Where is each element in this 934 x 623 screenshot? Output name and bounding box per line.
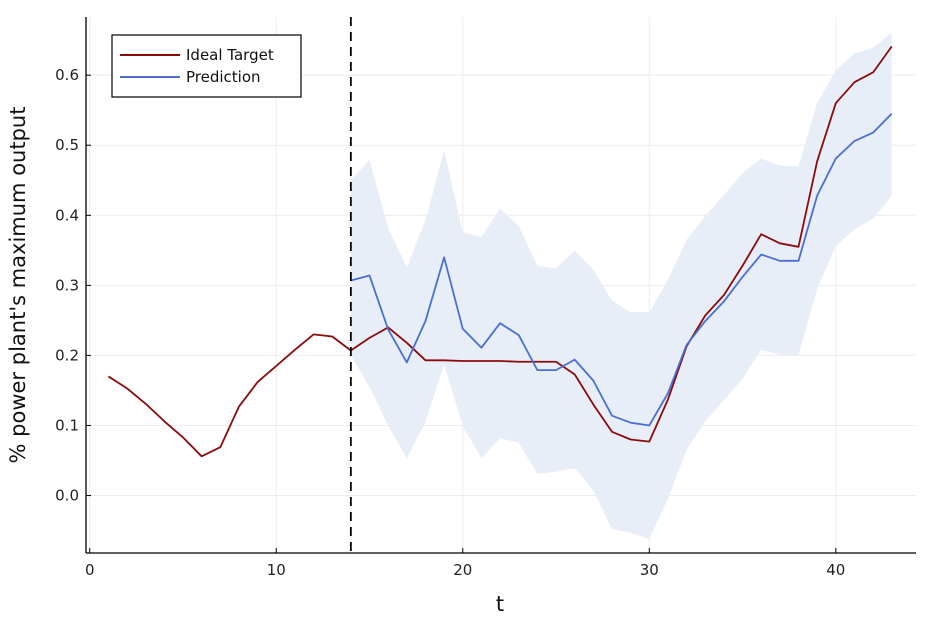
legend-box <box>111 34 302 98</box>
y-tick-label: 0.4 <box>55 206 79 224</box>
y-tick-label: 0.1 <box>55 416 79 434</box>
x-axis-title: t <box>496 592 504 616</box>
confidence-band-layer <box>350 32 892 539</box>
y-tick-label: 0.6 <box>55 66 79 84</box>
legend: Ideal Target Prediction <box>111 34 302 98</box>
series-line-layer <box>107 45 893 458</box>
y-axis-title: % power plant's maximum output <box>6 107 30 464</box>
ideal-target-line <box>107 45 893 458</box>
x-tick-label: 20 <box>453 561 472 579</box>
legend-label-prediction: Prediction <box>186 68 261 86</box>
legend-label-ideal-target: Ideal Target <box>186 46 274 64</box>
prediction-line <box>350 113 893 427</box>
y-tick-label: 0.0 <box>55 487 79 505</box>
tick-label-layer: 0 10 20 30 40 0.0 0.1 0.2 0.3 0.4 0.5 0.6 <box>55 66 845 579</box>
y-tick-label: 0.2 <box>55 346 79 364</box>
y-tick-label: 0.3 <box>55 276 79 294</box>
x-tick-label: 30 <box>640 561 659 579</box>
x-tick-label: 10 <box>267 561 286 579</box>
y-tick-label: 0.5 <box>55 136 79 154</box>
x-tick-label: 40 <box>826 561 845 579</box>
x-tick-label: 0 <box>85 561 95 579</box>
prediction-confidence-band <box>350 32 892 539</box>
